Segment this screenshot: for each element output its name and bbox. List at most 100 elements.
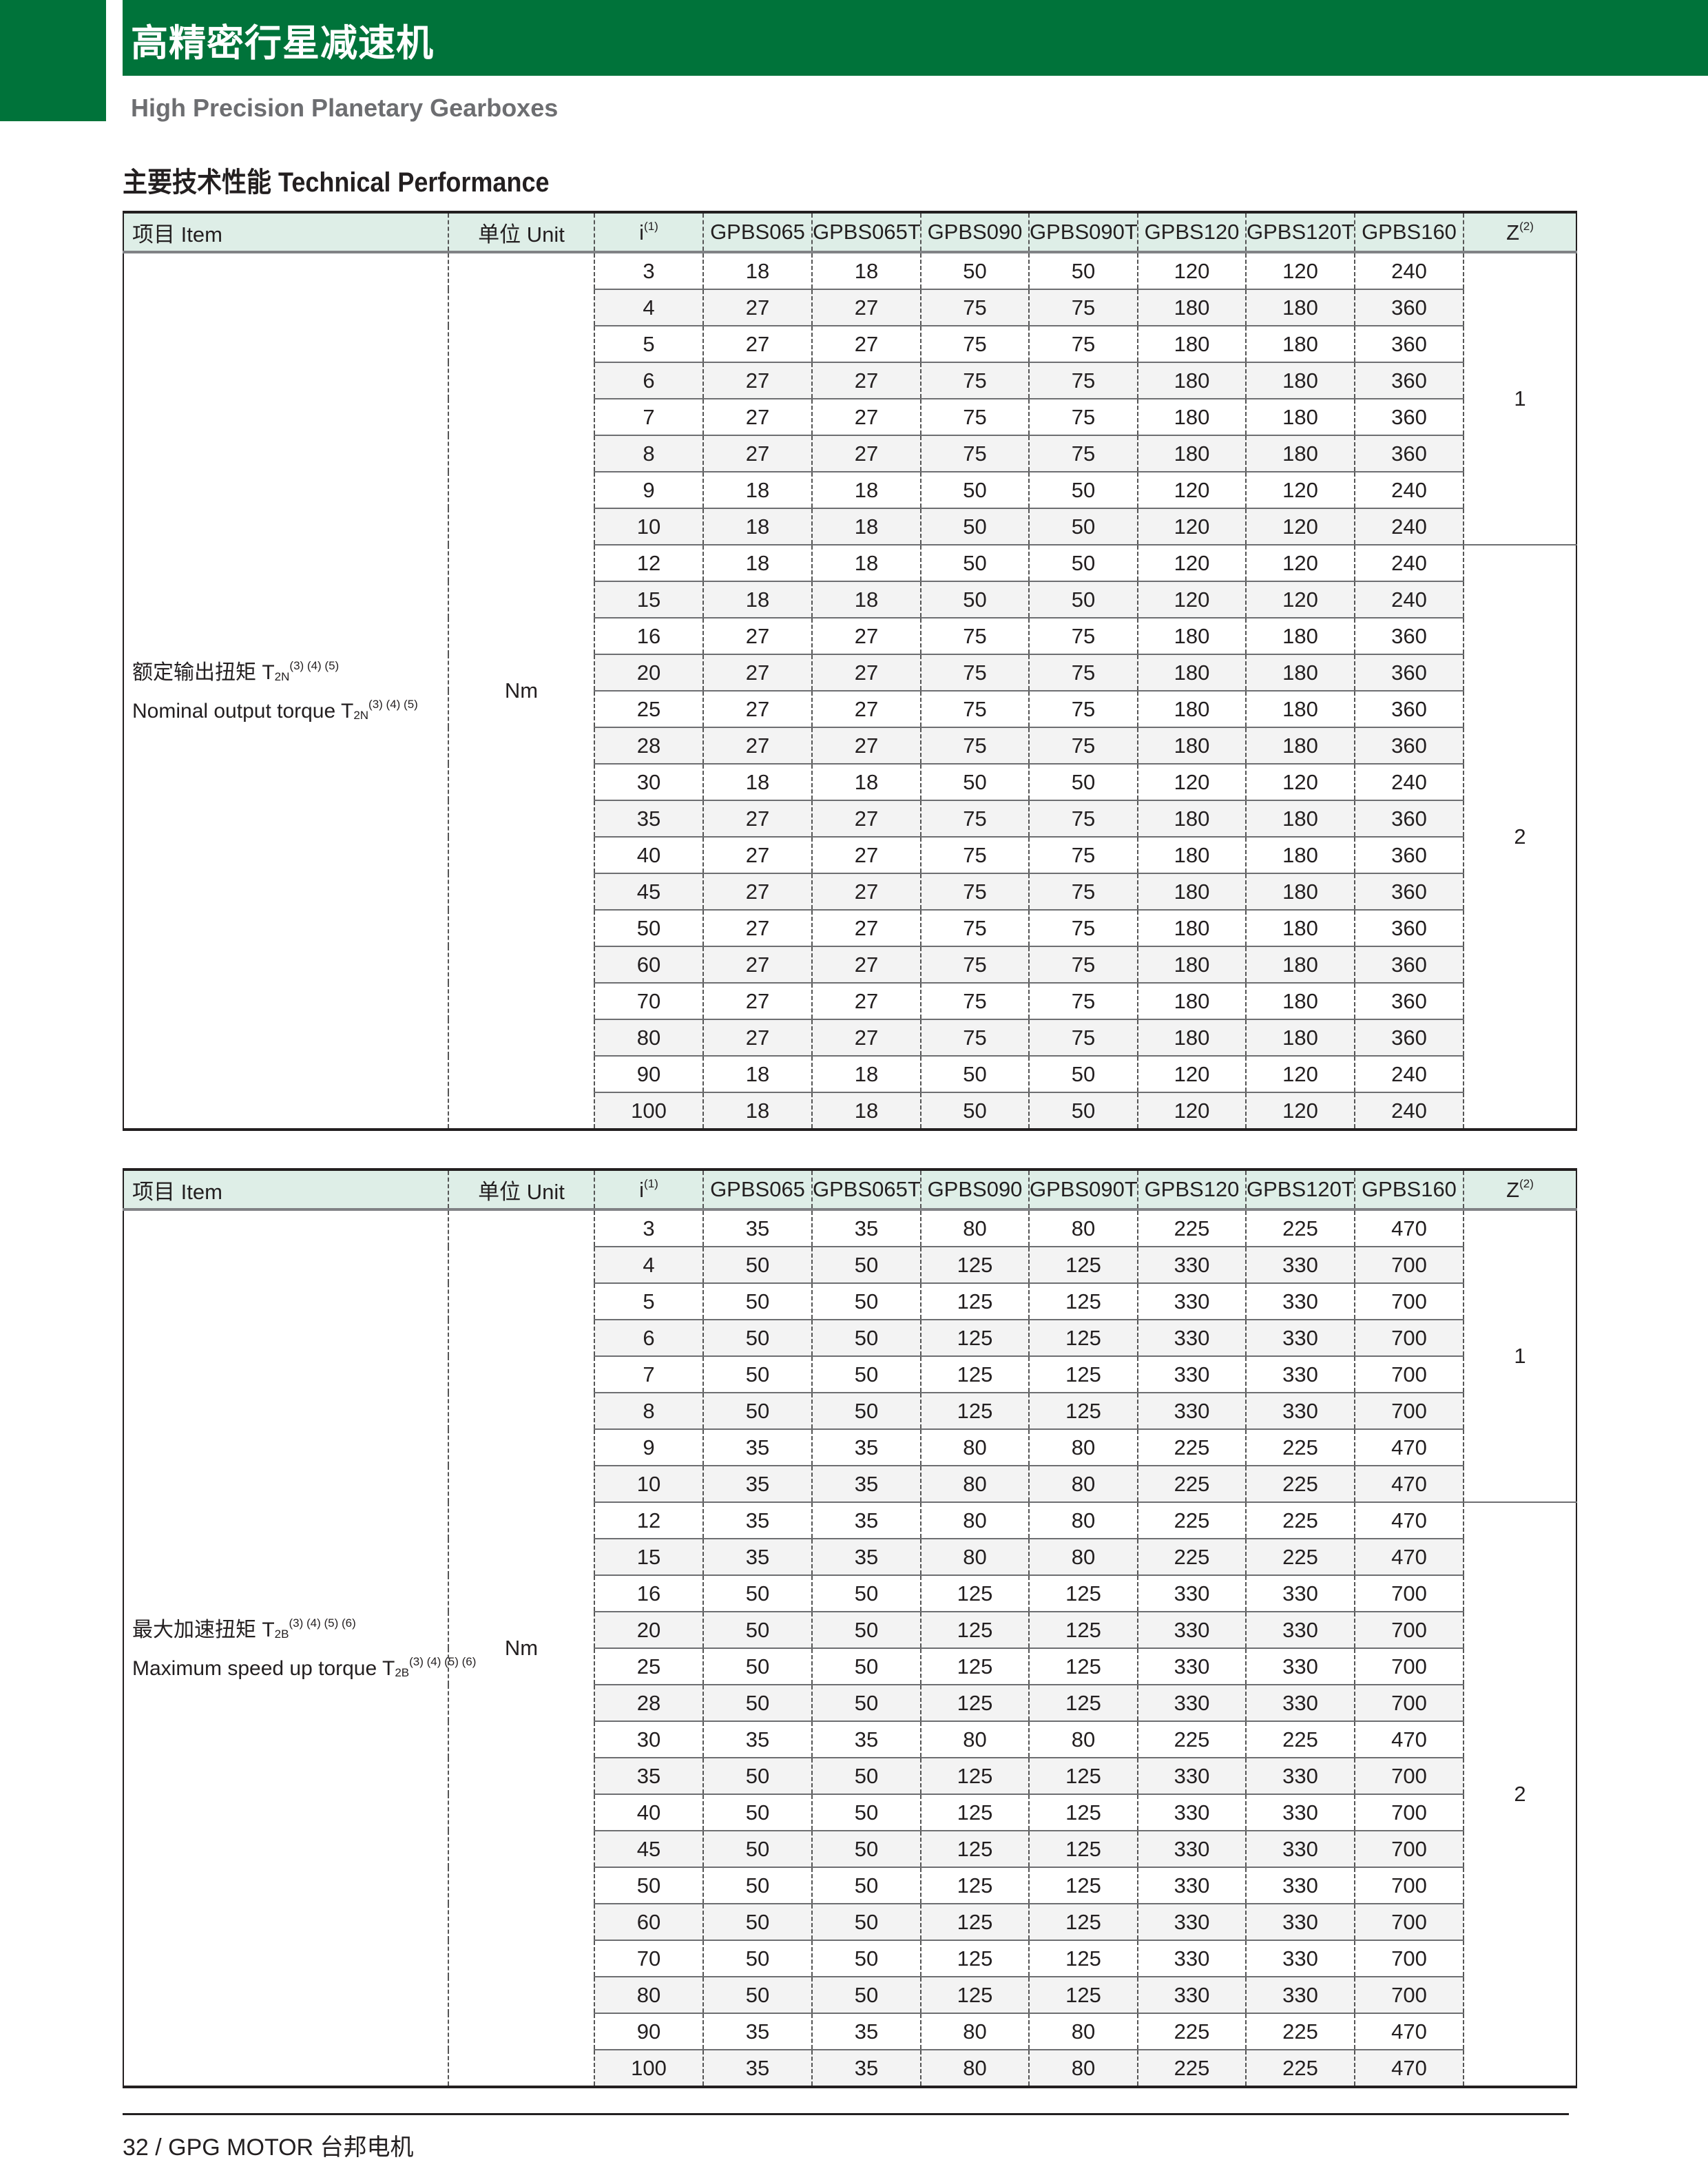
torque-cell: 125 — [921, 1320, 1030, 1357]
torque-cell: 360 — [1355, 362, 1464, 399]
torque-cell: 180 — [1138, 618, 1247, 655]
torque-cell: 50 — [921, 581, 1030, 619]
torque-cell: 330 — [1138, 1283, 1247, 1320]
torque-cell: 50 — [1029, 1092, 1138, 1130]
column-header-model: GPBS120T — [1246, 1170, 1355, 1211]
torque-cell: 120 — [1246, 508, 1355, 545]
torque-cell: 180 — [1246, 727, 1355, 765]
torque-cell: 18 — [812, 581, 921, 619]
ratio-cell: 80 — [594, 1019, 704, 1057]
column-header-unit: 单位 Unit — [448, 212, 595, 253]
torque-cell: 75 — [921, 326, 1030, 363]
torque-cell: 35 — [703, 1429, 813, 1466]
torque-cell: 80 — [921, 1466, 1030, 1503]
torque-cell: 50 — [1029, 581, 1138, 619]
column-header-model: GPBS120 — [1138, 212, 1247, 253]
torque-cell: 700 — [1355, 1648, 1464, 1685]
footer-divider — [123, 2113, 1569, 2115]
torque-cell: 27 — [703, 654, 813, 692]
ratio-cell: 25 — [594, 691, 704, 728]
torque-cell: 470 — [1355, 1466, 1464, 1503]
table-row: 16 50 50 125 125 330 330 700 — [123, 1575, 1576, 1612]
torque-cell: 27 — [812, 800, 921, 838]
torque-cell: 125 — [1029, 1977, 1138, 2014]
column-header-model: GPBS160 — [1355, 212, 1464, 253]
torque-cell: 27 — [812, 362, 921, 399]
torque-cell: 75 — [921, 691, 1030, 728]
torque-cell: 75 — [921, 362, 1030, 399]
column-header-model: GPBS065T — [812, 1170, 921, 1211]
torque-cell: 75 — [921, 435, 1030, 472]
ratio-cell: 10 — [594, 508, 704, 545]
ratio-cell: 60 — [594, 946, 704, 984]
ratio-note: (1) — [644, 1176, 658, 1190]
table-row: 100 35 35 80 80 225 225 470 — [123, 2050, 1576, 2087]
ratio-cell: 35 — [594, 1758, 704, 1795]
torque-cell: 75 — [1029, 800, 1138, 838]
torque-cell: 360 — [1355, 618, 1464, 655]
torque-cell: 125 — [921, 1612, 1030, 1649]
table-row: 15 18 18 50 50 120 120 240 — [123, 581, 1576, 619]
torque-cell: 360 — [1355, 727, 1464, 765]
torque-cell: 360 — [1355, 654, 1464, 692]
item-label-en: Nominal output torque T2N(3) (4) (5) — [132, 691, 448, 729]
torque-cell: 27 — [703, 618, 813, 655]
torque-cell: 50 — [1029, 472, 1138, 509]
torque-cell: 50 — [703, 1867, 813, 1904]
table-row: 40 27 27 75 75 180 180 360 — [123, 837, 1576, 874]
torque-cell: 700 — [1355, 1904, 1464, 1941]
torque-cell: 470 — [1355, 1539, 1464, 1576]
torque-cell: 330 — [1138, 1794, 1247, 1831]
torque-cell: 330 — [1246, 1758, 1355, 1795]
unit-value: Nm — [448, 252, 595, 1130]
item-label-en: Maximum speed up torque T2B(3) (4) (5) (… — [132, 1648, 476, 1687]
ratio-cell: 100 — [594, 1092, 704, 1130]
table-row: 5 27 27 75 75 180 180 360 — [123, 326, 1576, 363]
torque-cell: 360 — [1355, 837, 1464, 874]
torque-cell: 75 — [921, 837, 1030, 874]
table-row: 9 35 35 80 80 225 225 470 — [123, 1429, 1576, 1466]
ratio-cell: 8 — [594, 1393, 704, 1430]
ratio-cell: 4 — [594, 1247, 704, 1284]
torque-cell: 120 — [1246, 472, 1355, 509]
torque-cell: 18 — [812, 472, 921, 509]
item-en-notes: (3) (4) (5) — [368, 698, 418, 711]
item-en-subscript: 2B — [395, 1666, 410, 1679]
column-header-model: GPBS120 — [1138, 1170, 1247, 1211]
torque-cell: 180 — [1138, 946, 1247, 984]
torque-cell: 50 — [703, 1247, 813, 1284]
torque-cell: 50 — [703, 1356, 813, 1393]
column-header-model: GPBS160 — [1355, 1170, 1464, 1211]
table-row: 60 27 27 75 75 180 180 360 — [123, 946, 1576, 984]
torque-cell: 120 — [1138, 764, 1247, 801]
torque-cell: 27 — [703, 289, 813, 326]
ratio-note: (1) — [644, 219, 658, 233]
ratio-cell: 20 — [594, 654, 704, 692]
torque-cell: 35 — [812, 2013, 921, 2050]
torque-cell: 80 — [1029, 1466, 1138, 1503]
column-header-model: GPBS065 — [703, 1170, 813, 1211]
torque-cell: 27 — [812, 326, 921, 363]
torque-cell: 180 — [1138, 727, 1247, 765]
z-note: (2) — [1519, 1176, 1534, 1190]
torque-cell: 75 — [1029, 837, 1138, 874]
table-row: 28 50 50 125 125 330 330 700 — [123, 1685, 1576, 1722]
torque-cell: 125 — [921, 1575, 1030, 1612]
torque-cell: 125 — [1029, 1356, 1138, 1393]
torque-cell: 225 — [1246, 1429, 1355, 1466]
torque-cell: 700 — [1355, 1940, 1464, 1977]
torque-cell: 180 — [1246, 1019, 1355, 1057]
torque-cell: 27 — [703, 910, 813, 947]
torque-cell: 225 — [1138, 1539, 1247, 1576]
z-note: (2) — [1519, 219, 1534, 233]
torque-cell: 360 — [1355, 946, 1464, 984]
table-row: 4 50 50 125 125 330 330 700 — [123, 1247, 1576, 1284]
torque-cell: 180 — [1138, 654, 1247, 692]
section-title: 主要技术性能 Technical Performance — [123, 167, 550, 198]
torque-cell: 27 — [703, 946, 813, 984]
torque-cell: 27 — [812, 691, 921, 728]
table-row: 90 18 18 50 50 120 120 240 — [123, 1056, 1576, 1093]
torque-cell: 18 — [703, 472, 813, 509]
table-row: 额定输出扭矩 T2N(3) (4) (5) Nominal output torq… — [123, 252, 1576, 1130]
torque-cell: 18 — [812, 252, 921, 290]
